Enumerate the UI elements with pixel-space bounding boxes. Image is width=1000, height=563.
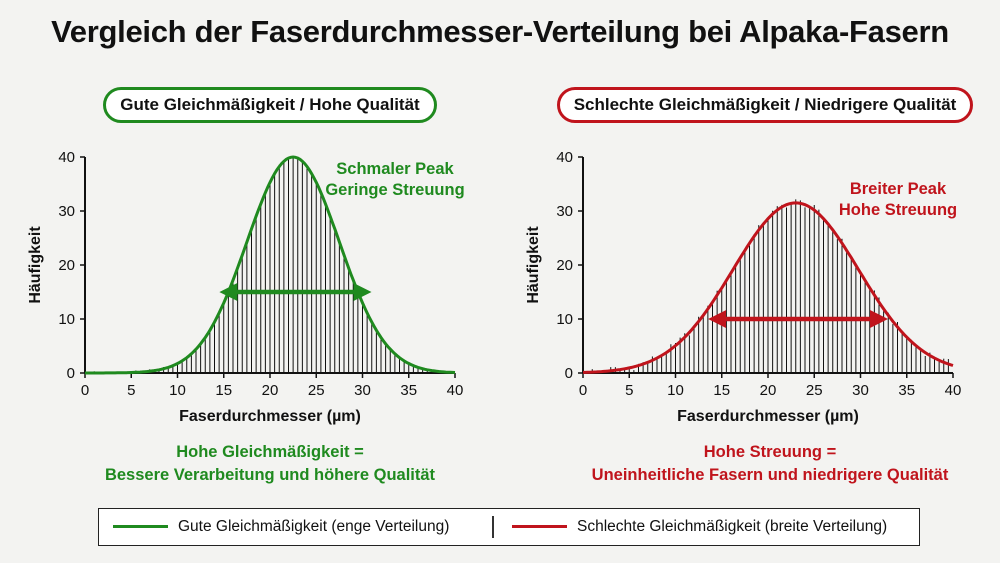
annotation-line: Geringe Streuung: [325, 181, 464, 199]
x-tick-label: 15: [713, 382, 730, 399]
legend-item-good: Gute Gleichmäßigkeit (enge Verteilung): [113, 509, 449, 544]
x-tick-label: 10: [667, 382, 684, 399]
x-tick-label: 40: [447, 382, 464, 399]
y-tick-label: 30: [58, 203, 75, 220]
panel-label-good: Gute Gleichmäßigkeit / Hohe Qualität: [103, 87, 437, 123]
x-tick-label: 30: [852, 382, 869, 399]
x-tick-label: 35: [898, 382, 915, 399]
y-tick-label: 40: [556, 149, 573, 166]
legend-label-bad: Schlechte Gleichmäßigkeit (breite Vertei…: [577, 517, 888, 535]
x-tick-label: 20: [760, 382, 777, 399]
annotation-line: Schmaler Peak: [336, 160, 454, 178]
chart-bad: 0 5 10 15 20 25 30 35 40 0 10 20 30 40 Faserdurchmesse…: [525, 149, 961, 425]
y-axis-label: Häufigkeit: [525, 226, 542, 304]
y-tick-label: 0: [565, 365, 573, 382]
legend-line-good: [113, 525, 168, 528]
y-tick-label: 0: [67, 365, 75, 382]
x-tick-label: 25: [806, 382, 823, 399]
x-tick-label: 25: [308, 382, 325, 399]
y-axis-label: Häufigkeit: [27, 226, 44, 304]
x-tick-label: 40: [945, 382, 962, 399]
x-axis-label: Faserdurchmesser (µm): [179, 408, 361, 425]
panel-label-bad: Schlechte Gleichmäßigkeit / Niedrigere Q…: [557, 87, 973, 123]
x-tick-label: 0: [579, 382, 587, 399]
y-tick-label: 30: [556, 203, 573, 220]
y-tick-label: 20: [556, 257, 573, 274]
legend-line-bad: [512, 525, 567, 528]
chart-good: 0 5 10 15 20 25 30 35 40 0 10 20 30 40 Faserdurchmesse…: [27, 149, 465, 425]
y-tick-label: 40: [58, 149, 75, 166]
y-tick-label: 10: [556, 311, 573, 328]
bars: [591, 199, 949, 373]
legend: Gute Gleichmäßigkeit (enge Verteilung) S…: [98, 508, 920, 546]
conclusion-good-line-2: Bessere Verarbeitung und höhere Qualität: [104, 466, 436, 484]
conclusion-good: Hohe Gleichmäßigkeit = Bessere Verarbeit…: [50, 441, 490, 487]
annotation-line: Hohe Streuung: [839, 201, 957, 219]
annotation-line: Breiter Peak: [850, 180, 947, 198]
x-axis-label: Faserdurchmesser (µm): [677, 408, 859, 425]
page-title: Vergleich der Faserdurchmesser-Verteilun…: [51, 14, 949, 49]
x-tick-label: 5: [625, 382, 633, 399]
distribution-curve: [583, 201, 954, 374]
legend-label-good: Gute Gleichmäßigkeit (enge Verteilung): [178, 517, 450, 535]
x-tick-label: 20: [262, 382, 279, 399]
conclusion-good-line-1: Hohe Gleichmäßigkeit =: [176, 443, 364, 461]
conclusion-bad: Hohe Streuung = Uneinheitliche Fasern un…: [550, 441, 990, 487]
conclusion-bad-line-2: Uneinheitliche Fasern und niedrigere Qua…: [591, 466, 949, 484]
y-tick-label: 10: [58, 311, 75, 328]
y-tick-label: 20: [58, 257, 75, 274]
x-tick-label: 0: [81, 382, 89, 399]
x-tick-label: 10: [169, 382, 186, 399]
legend-item-bad: Schlechte Gleichmäßigkeit (breite Vertei…: [512, 509, 887, 544]
bars: [93, 156, 447, 373]
x-tick-label: 5: [127, 382, 135, 399]
x-tick-label: 30: [354, 382, 371, 399]
x-tick-label: 15: [215, 382, 232, 399]
x-tick-label: 35: [400, 382, 417, 399]
legend-separator: [492, 516, 494, 538]
conclusion-bad-line-1: Hohe Streuung =: [703, 443, 837, 461]
distribution-curve: [85, 155, 456, 375]
